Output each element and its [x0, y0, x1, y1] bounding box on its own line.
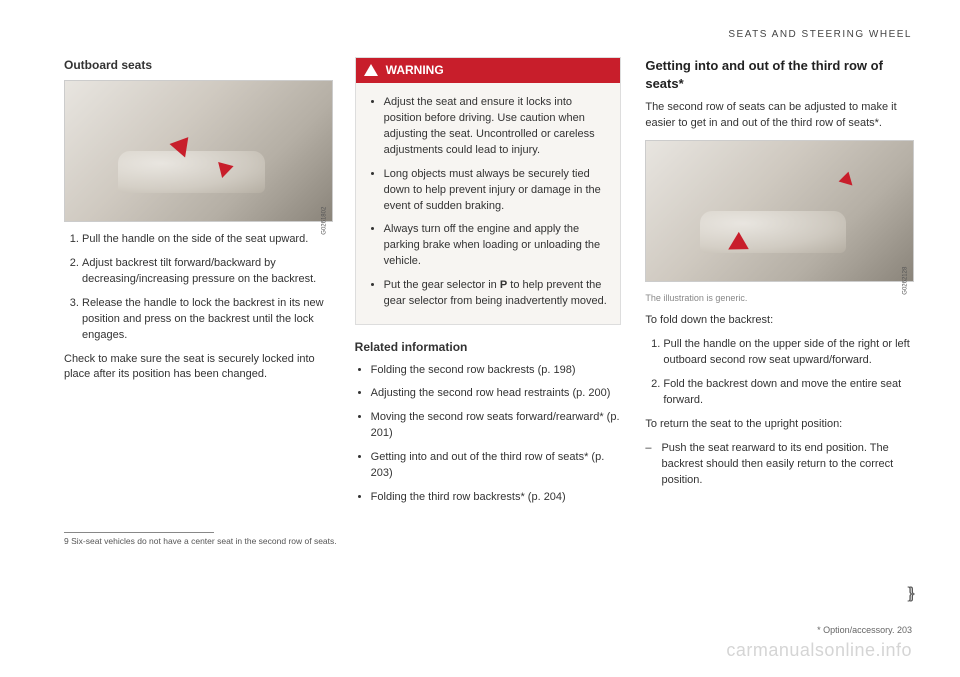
continued-icon: }}	[907, 582, 912, 605]
page-header: SEATS AND STEERING WHEEL	[64, 28, 912, 43]
column-left: Outboard seats G0261802 Pull the handle …	[64, 57, 331, 515]
column-right: Getting into and out of the third row of…	[645, 57, 912, 515]
warning-list: Adjust the seat and ensure it locks into…	[368, 95, 609, 310]
watermark: carmanualsonline.info	[726, 637, 912, 663]
outboard-seats-heading: Outboard seats	[64, 57, 331, 74]
third-row-figure: G0262128	[645, 140, 914, 282]
related-info-heading: Related information	[355, 339, 622, 356]
step-item: Pull the handle on the side of the seat …	[82, 232, 331, 248]
figure-code: G0262128	[901, 267, 910, 295]
dash-icon: –	[645, 441, 651, 489]
warning-item: Long objects must always be securely tie…	[384, 167, 609, 215]
content-columns: Outboard seats G0261802 Pull the handle …	[64, 57, 912, 515]
outboard-seats-figure: G0261802	[64, 80, 333, 222]
step-item: Pull the handle on the upper side of the…	[663, 337, 912, 369]
third-row-steps: Pull the handle on the upper side of the…	[645, 337, 912, 409]
related-item: Moving the second row seats forward/rear…	[371, 410, 622, 442]
page-footer: * Option/accessory. 203	[817, 624, 912, 637]
outboard-steps: Pull the handle on the side of the seat …	[64, 232, 331, 344]
footnote: 9 Six-seat vehicles do not have a center…	[64, 535, 912, 547]
return-text: Push the seat rearward to its end positi…	[661, 441, 912, 489]
fold-lead: To fold down the backrest:	[645, 313, 912, 329]
third-row-intro: The second row of seats can be adjusted …	[645, 100, 912, 132]
step-item: Adjust backrest tilt forward/backward by…	[82, 256, 331, 288]
related-item: Adjusting the second row head restraints…	[371, 386, 622, 402]
warning-item: Put the gear selector in P to help preve…	[384, 278, 609, 310]
related-item: Folding the third row backrests* (p. 204…	[371, 490, 622, 506]
figure-code: G0261802	[320, 207, 329, 235]
warning-item: Always turn off the engine and apply the…	[384, 222, 609, 270]
related-item: Getting into and out of the third row of…	[371, 450, 622, 482]
warning-label: WARNING	[386, 62, 444, 79]
related-item: Folding the second row backrests (p. 198…	[371, 363, 622, 379]
step-item: Fold the backrest down and move the enti…	[663, 377, 912, 409]
related-info-list: Folding the second row backrests (p. 198…	[355, 363, 622, 507]
return-step: – Push the seat rearward to its end posi…	[645, 441, 912, 489]
footnote-rule	[64, 532, 214, 533]
outboard-note: Check to make sure the seat is securely …	[64, 352, 331, 384]
warning-box: WARNING Adjust the seat and ensure it lo…	[355, 57, 622, 326]
warning-item: Adjust the seat and ensure it locks into…	[384, 95, 609, 159]
column-middle: WARNING Adjust the seat and ensure it lo…	[355, 57, 622, 515]
return-lead: To return the seat to the upright positi…	[645, 417, 912, 433]
warning-header: WARNING	[356, 58, 621, 83]
step-item: Release the handle to lock the backrest …	[82, 296, 331, 344]
warning-triangle-icon	[364, 64, 378, 76]
third-row-heading: Getting into and out of the third row of…	[645, 57, 912, 95]
figure-caption: The illustration is generic.	[645, 292, 912, 305]
